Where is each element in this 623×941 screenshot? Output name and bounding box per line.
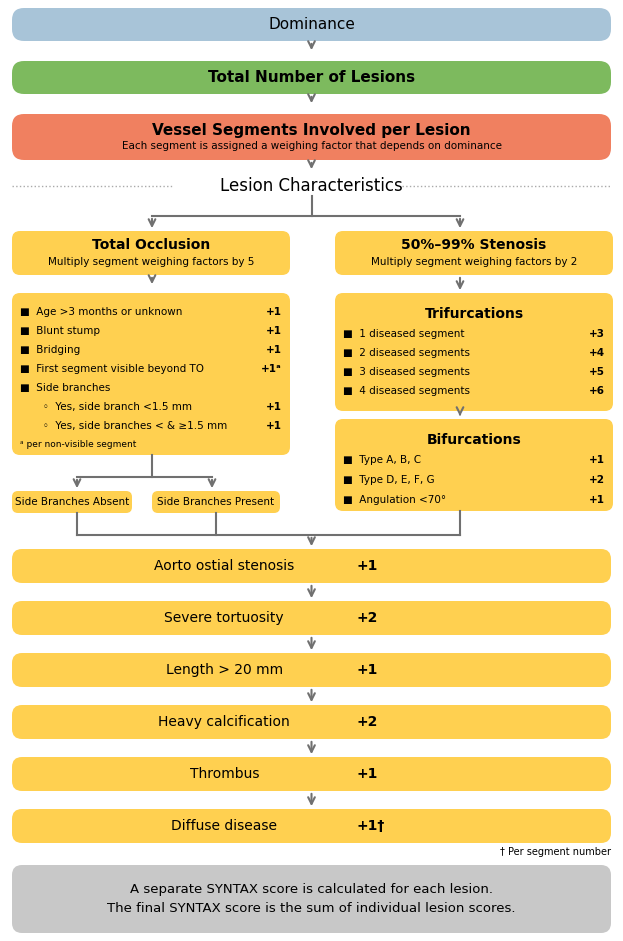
Text: ■  Age >3 months or unknown: ■ Age >3 months or unknown (20, 307, 183, 317)
FancyBboxPatch shape (12, 705, 611, 739)
Text: +1: +1 (589, 455, 605, 465)
FancyBboxPatch shape (335, 419, 613, 511)
Text: Aorto ostial stenosis: Aorto ostial stenosis (154, 559, 295, 573)
Text: Side Branches Absent: Side Branches Absent (15, 497, 129, 507)
Text: +1: +1 (266, 402, 282, 412)
Text: ■  Side branches: ■ Side branches (20, 383, 110, 393)
Text: Thrombus: Thrombus (189, 767, 259, 781)
Text: ■  Blunt stump: ■ Blunt stump (20, 326, 100, 336)
Text: +1: +1 (356, 767, 378, 781)
Text: ᵃ per non-visible segment: ᵃ per non-visible segment (20, 440, 136, 449)
Text: † Per segment number: † Per segment number (500, 847, 611, 857)
FancyBboxPatch shape (12, 231, 290, 275)
FancyBboxPatch shape (12, 114, 611, 160)
FancyBboxPatch shape (12, 491, 132, 513)
Text: Trifurcations: Trifurcations (424, 307, 523, 321)
Text: Vessel Segments Involved per Lesion: Vessel Segments Involved per Lesion (152, 122, 471, 137)
FancyBboxPatch shape (12, 865, 611, 933)
Text: ◦  Yes, side branch <1.5 mm: ◦ Yes, side branch <1.5 mm (20, 402, 192, 412)
FancyBboxPatch shape (12, 61, 611, 94)
Text: Side Branches Present: Side Branches Present (158, 497, 275, 507)
Text: +1†: +1† (356, 819, 384, 833)
Text: +2: +2 (589, 475, 605, 485)
Text: ◦  Yes, side branches < & ≥1.5 mm: ◦ Yes, side branches < & ≥1.5 mm (20, 421, 227, 431)
FancyBboxPatch shape (12, 757, 611, 791)
Text: +1: +1 (266, 421, 282, 431)
Text: Lesion Characteristics: Lesion Characteristics (220, 177, 403, 195)
Text: ■  First segment visible beyond TO: ■ First segment visible beyond TO (20, 364, 204, 374)
FancyBboxPatch shape (335, 293, 613, 411)
FancyBboxPatch shape (12, 549, 611, 583)
Text: +3: +3 (589, 329, 605, 339)
FancyBboxPatch shape (12, 601, 611, 635)
Text: +1: +1 (266, 307, 282, 317)
Text: +1ᵃ: +1ᵃ (261, 364, 282, 374)
Text: +1: +1 (356, 663, 378, 677)
Text: Bifurcations: Bifurcations (427, 433, 521, 447)
Text: Length > 20 mm: Length > 20 mm (166, 663, 283, 677)
Text: Severe tortuosity: Severe tortuosity (164, 611, 284, 625)
Text: Multiply segment weighing factors by 5: Multiply segment weighing factors by 5 (48, 257, 254, 267)
Text: +1: +1 (356, 559, 378, 573)
Text: Total Occlusion: Total Occlusion (92, 238, 210, 252)
Text: Multiply segment weighing factors by 2: Multiply segment weighing factors by 2 (371, 257, 577, 267)
Text: Heavy calcification: Heavy calcification (158, 715, 290, 729)
Text: ■  3 diseased segments: ■ 3 diseased segments (343, 367, 470, 377)
Text: Diffuse disease: Diffuse disease (171, 819, 277, 833)
Text: Total Number of Lesions: Total Number of Lesions (208, 70, 415, 85)
Text: ■  Bridging: ■ Bridging (20, 345, 80, 355)
Text: ■  Type D, E, F, G: ■ Type D, E, F, G (343, 475, 435, 485)
Text: +1: +1 (266, 326, 282, 336)
Text: ■  1 diseased segment: ■ 1 diseased segment (343, 329, 465, 339)
FancyBboxPatch shape (12, 8, 611, 41)
Text: ■  Angulation <70°: ■ Angulation <70° (343, 495, 446, 505)
FancyBboxPatch shape (12, 809, 611, 843)
Text: A separate SYNTAX score is calculated for each lesion.
The final SYNTAX score is: A separate SYNTAX score is calculated fo… (107, 883, 516, 915)
FancyBboxPatch shape (335, 231, 613, 275)
Text: ■  4 diseased segments: ■ 4 diseased segments (343, 386, 470, 396)
Text: +6: +6 (589, 386, 605, 396)
Text: ■  2 diseased segments: ■ 2 diseased segments (343, 348, 470, 358)
Text: Each segment is assigned a weighing factor that depends on dominance: Each segment is assigned a weighing fact… (121, 141, 502, 151)
Text: Dominance: Dominance (268, 17, 355, 32)
FancyBboxPatch shape (12, 293, 290, 455)
Text: +2: +2 (356, 611, 378, 625)
Text: +4: +4 (589, 348, 605, 358)
FancyBboxPatch shape (152, 491, 280, 513)
Text: ■  Type A, B, C: ■ Type A, B, C (343, 455, 421, 465)
Text: 50%–99% Stenosis: 50%–99% Stenosis (401, 238, 546, 252)
Text: +1: +1 (589, 495, 605, 505)
Text: +2: +2 (356, 715, 378, 729)
FancyBboxPatch shape (12, 653, 611, 687)
Text: +5: +5 (589, 367, 605, 377)
Text: +1: +1 (266, 345, 282, 355)
